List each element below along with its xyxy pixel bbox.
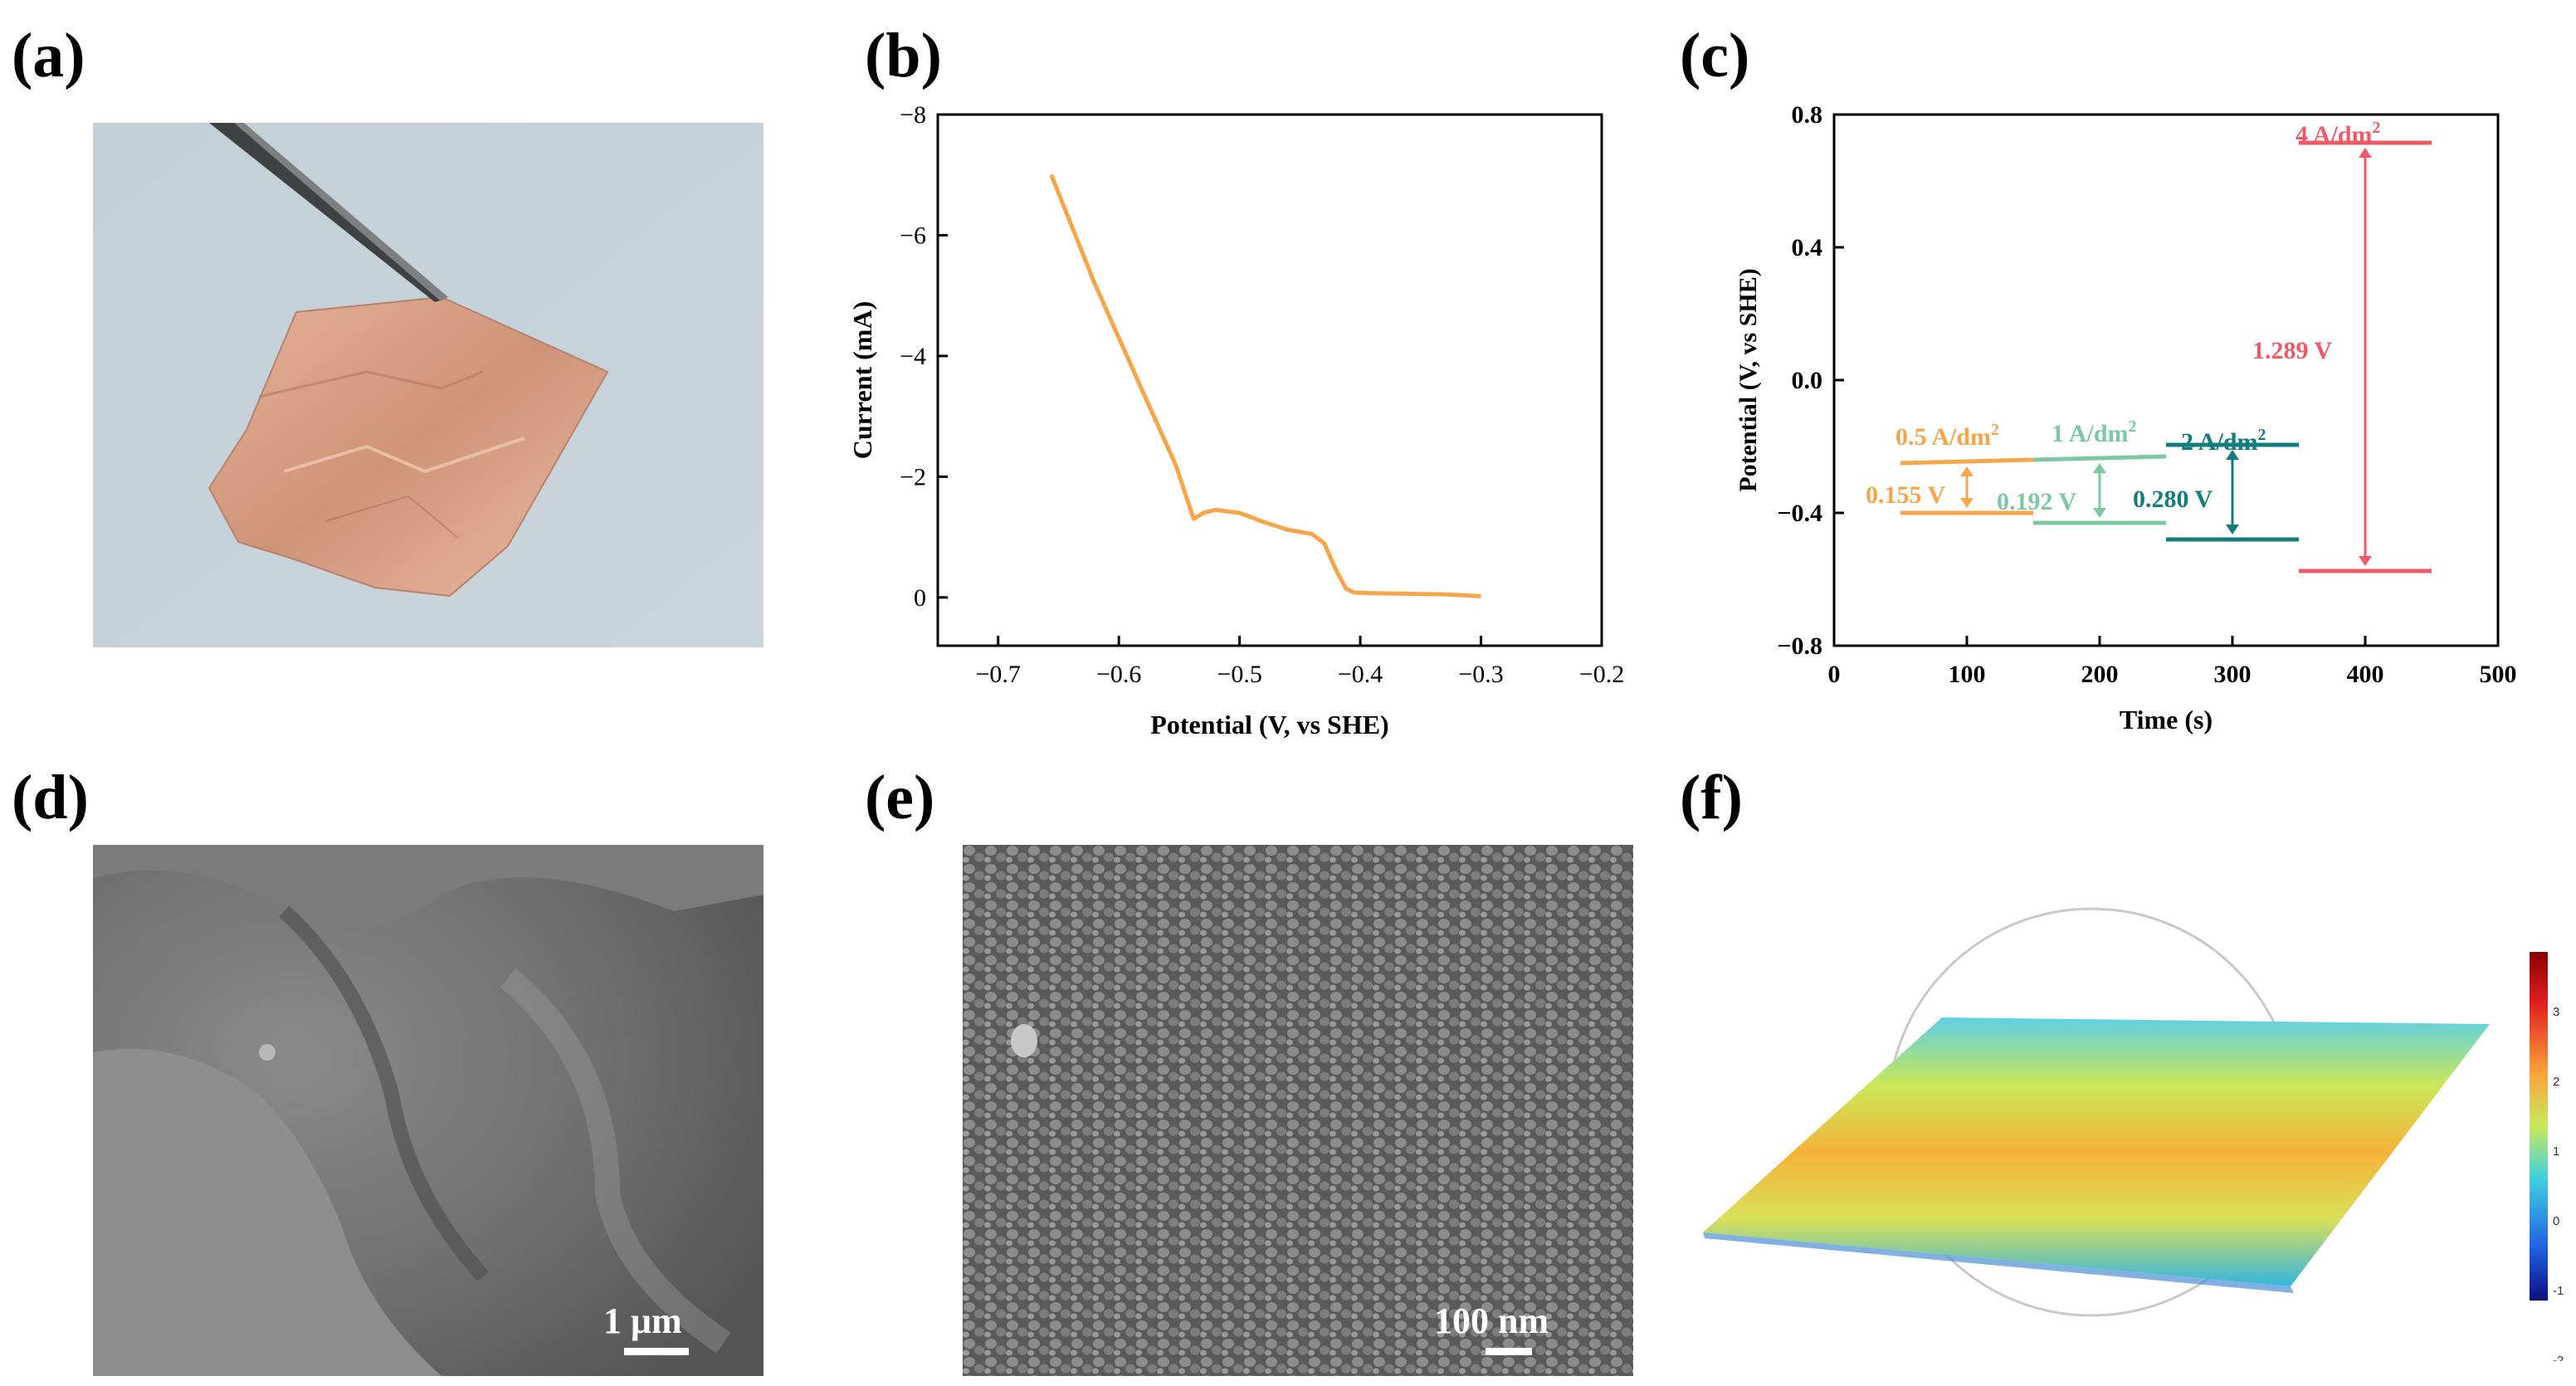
y-axis-label: Current (mA) [847, 301, 877, 459]
y-tick-label: 0.4 [1792, 234, 1823, 261]
x-tick-label: −0.6 [1096, 661, 1141, 688]
arrow-head-up [1960, 466, 1973, 476]
y-tick-label: −4 [900, 343, 926, 370]
panel-label-f: (f) [1680, 763, 1743, 832]
x-tick-label: −0.4 [1338, 661, 1383, 688]
y-tick-label: −6 [900, 222, 926, 249]
arrow-head-up [2093, 463, 2106, 473]
chart-b: −0.7 −0.6 −0.5 −0.4 −0.3 −0.2 −8 −6 −4 −2 0 Potenti… [838, 91, 1635, 755]
x-axis-label: Potential (V, vs SHE) [1150, 710, 1388, 739]
potential-difference-label: 1.289 V [2252, 337, 2332, 364]
panel-label-d: (d) [12, 763, 89, 832]
chart-b-svg: −0.7 −0.6 −0.5 −0.4 −0.3 −0.2 −8 −6 −4 −2 0 Potenti… [847, 101, 1624, 739]
y-tick-label: −2 [900, 463, 926, 490]
arrow-head-down [2226, 525, 2239, 534]
x-tick-label: 300 [2214, 661, 2252, 688]
plot-frame [1832, 113, 2500, 647]
sem-image-low-mag: 1 μm [93, 845, 764, 1376]
segment-top-line [2032, 454, 2167, 462]
y-tick-label: 0.8 [1792, 101, 1823, 129]
plot-frame [936, 113, 1603, 647]
y-tick-label: 0.0 [1792, 367, 1823, 394]
arrow-head-down [1960, 498, 1973, 508]
current-density-label: 1 A/dm2 [2052, 417, 2137, 447]
panel-label-c: (c) [1680, 21, 1750, 90]
potential-difference-label: 0.280 V [2133, 486, 2213, 513]
panel-label-e: (e) [865, 763, 935, 832]
colorbar-tick: 2 [2553, 1075, 2560, 1089]
chart-c-svg: 0 100 200 300 400 500 0.8 0.4 0.0 −0.4 −0.8 Time (s… [1734, 101, 2517, 734]
current-density-label: 4 A/dm2 [2295, 119, 2381, 149]
x-tick-label: 500 [2480, 661, 2517, 688]
x-tick-label: 400 [2347, 661, 2384, 688]
scalebar-label-d: 1 μm [603, 1301, 682, 1341]
x-tick-label: 0 [1828, 661, 1841, 688]
panel-label-b: (b) [865, 21, 942, 90]
colorbar-tick: 3 [2553, 1005, 2560, 1019]
x-tick-label: 200 [2081, 661, 2119, 688]
sem-image-high-mag: 100 nm [963, 845, 1633, 1376]
potential-difference-label: 0.192 V [1997, 488, 2076, 515]
arrow-head-up [2226, 450, 2239, 460]
x-axis-label: Time (s) [2120, 705, 2213, 734]
y-tick-label: 0 [914, 584, 926, 612]
colorbar-tick: -2 [2553, 1354, 2564, 1361]
x-tick-label: −0.7 [976, 661, 1021, 688]
y-tick-label: −0.4 [1777, 500, 1822, 527]
colorbar-tick: 1 [2553, 1144, 2560, 1159]
x-tick-label: 100 [1949, 661, 1986, 688]
x-tick-label: −0.2 [1579, 661, 1624, 688]
current-density-label: 0.5 A/dm2 [1895, 421, 1999, 451]
arrow-head-up [2359, 148, 2372, 158]
scalebar-e [1486, 1348, 1532, 1355]
x-tick-label: −0.3 [1458, 661, 1503, 688]
current-density-label: 2 A/dm2 [2181, 426, 2266, 456]
segment-top-line [1900, 457, 2034, 466]
colorbar-tick: 0 [2553, 1214, 2560, 1228]
panel-label-a: (a) [12, 21, 85, 90]
series-line [1049, 173, 1481, 598]
x-tick-label: −0.5 [1217, 661, 1261, 688]
y-tick-label: −8 [900, 101, 926, 129]
scalebar-label-e: 100 nm [1434, 1301, 1549, 1341]
scalebar-d [624, 1348, 689, 1355]
potential-difference-label: 0.155 V [1866, 481, 1945, 509]
arrow-head-down [2359, 556, 2372, 566]
chart-c: 0 100 200 300 400 500 0.8 0.4 0.0 −0.4 −0.8 Time (s… [1710, 91, 2548, 755]
arrow-head-down [2093, 508, 2106, 518]
y-axis-label: Potential (V, vs SHE) [1734, 268, 1762, 491]
colorbar-ticks: 3 2 1 0 -1 -2 [2553, 1005, 2573, 1361]
colorbar-tick: -1 [2553, 1284, 2564, 1298]
copper-foil-photo [93, 123, 764, 647]
y-tick-label: −0.8 [1777, 632, 1822, 660]
